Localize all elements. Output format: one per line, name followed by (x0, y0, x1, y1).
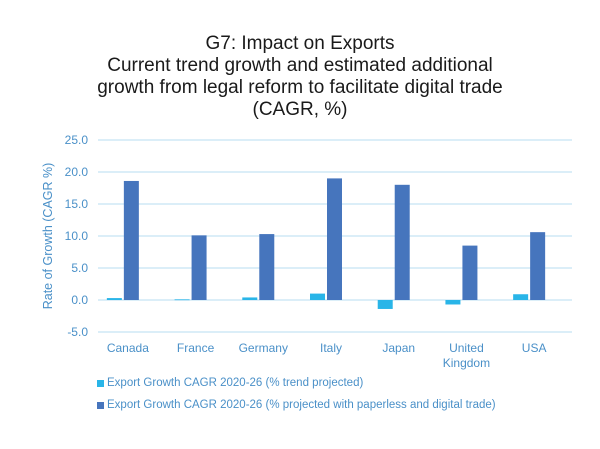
y-tick-label: 10.0 (65, 229, 89, 243)
legend-label: Export Growth CAGR 2020-26 (% projected … (107, 399, 496, 411)
legend-swatch (97, 401, 104, 409)
x-tick-label: Italy (320, 341, 342, 355)
bar (445, 300, 461, 305)
x-tick-label: Canada (107, 341, 149, 355)
bar (174, 299, 190, 301)
y-tick-label: 20.0 (65, 165, 89, 179)
bar (310, 293, 325, 300)
x-tick-label: France (177, 341, 215, 355)
title-line: growth from legal reform to facilitate d… (97, 77, 503, 98)
bar (394, 184, 410, 300)
x-tick-label: Germany (239, 341, 288, 355)
bar (327, 178, 342, 300)
legend-label: Export Growth CAGR 2020-26 (% trend proj… (107, 377, 364, 389)
bar (123, 180, 139, 300)
x-tick-label: Japan (382, 341, 415, 355)
chart-title: G7: Impact on Exports Current trend grow… (0, 33, 600, 121)
title-line: Current trend growth and estimated addit… (107, 55, 493, 76)
y-tick-label: 0.0 (71, 293, 88, 307)
bar (377, 300, 393, 309)
y-axis-label: Rate of Growth (CAGR %) (41, 163, 55, 310)
legend-item-digital: Export Growth CAGR 2020-26 (% projected … (97, 399, 496, 411)
x-tick-label: USA (522, 341, 547, 355)
bar (513, 294, 529, 300)
y-tick-label: 25.0 (65, 133, 89, 147)
y-tick-label: -5.0 (67, 325, 88, 339)
bar (106, 298, 122, 300)
x-tick-label: United (449, 341, 484, 355)
title-line: (CAGR, %) (252, 99, 348, 120)
bar (259, 234, 275, 300)
bar (242, 297, 258, 300)
y-tick-label: 5.0 (71, 261, 88, 275)
bar (530, 232, 546, 300)
legend-swatch (97, 379, 104, 387)
x-tick-label: Kingdom (443, 356, 490, 370)
y-tick-label: 15.0 (65, 197, 89, 211)
bar (462, 245, 478, 300)
bar (191, 235, 207, 300)
title-line: G7: Impact on Exports (205, 33, 395, 54)
legend-item-trend: Export Growth CAGR 2020-26 (% trend proj… (97, 377, 363, 389)
